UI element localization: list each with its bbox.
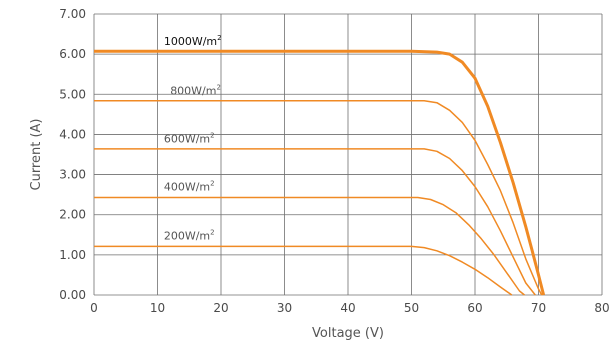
series-group bbox=[94, 49, 546, 296]
series-line bbox=[94, 99, 543, 296]
curve-label: 1000W/m2 bbox=[164, 34, 222, 48]
x-tick-label: 50 bbox=[404, 301, 419, 315]
y-tick-label: 7.00 bbox=[59, 7, 86, 21]
y-tick-label: 3.00 bbox=[59, 168, 86, 182]
x-tick-label: 40 bbox=[340, 301, 355, 315]
y-tick-label: 0.00 bbox=[59, 288, 86, 302]
grid bbox=[93, 13, 603, 296]
x-tick-label: 30 bbox=[277, 301, 292, 315]
x-tick-label: 60 bbox=[467, 301, 482, 315]
curve-label: 800W/m2 bbox=[170, 83, 221, 97]
x-tick-label: 10 bbox=[150, 301, 165, 315]
y-tick-label: 5.00 bbox=[59, 87, 86, 101]
curve-label: 400W/m2 bbox=[164, 180, 215, 194]
y-axis-title: Current (A) bbox=[29, 119, 44, 191]
axes: Voltage (V) Current (A) 0 10 20 30 40 50 60 70 8… bbox=[29, 7, 610, 341]
x-axis-title: Voltage (V) bbox=[312, 326, 384, 341]
series-line bbox=[94, 245, 513, 296]
y-tick-label: 6.00 bbox=[59, 47, 86, 61]
y-tick-label: 1.00 bbox=[59, 248, 86, 262]
series-line bbox=[94, 196, 525, 296]
series-line bbox=[94, 148, 536, 296]
x-tick-label: 0 bbox=[90, 301, 98, 315]
x-tick-label: 70 bbox=[531, 301, 546, 315]
series-line bbox=[94, 49, 546, 296]
x-tick-label: 20 bbox=[213, 301, 228, 315]
curve-label: 200W/m2 bbox=[164, 229, 215, 243]
curve-label: 600W/m2 bbox=[164, 131, 215, 145]
y-tick-label: 4.00 bbox=[59, 127, 86, 141]
curve-labels: 1000W/m2 800W/m2 600W/m2 400W/m2 200W/m2 bbox=[164, 34, 222, 243]
x-tick-label: 80 bbox=[594, 301, 609, 315]
y-tick-label: 2.00 bbox=[59, 208, 86, 222]
